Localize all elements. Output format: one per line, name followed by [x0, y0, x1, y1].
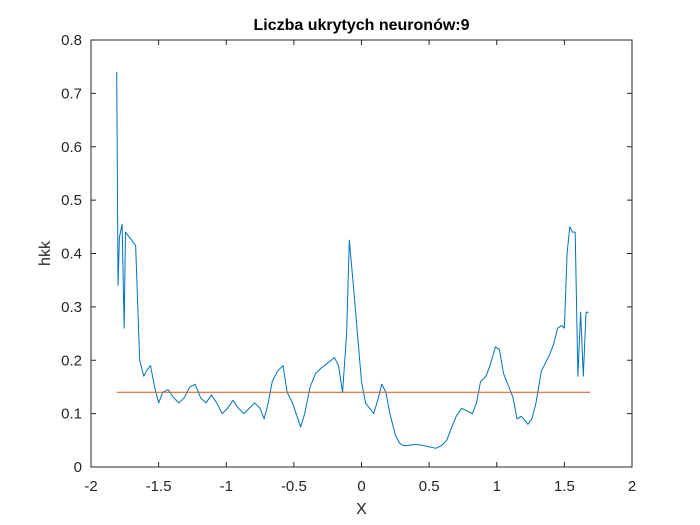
x-tick-label: -2	[84, 478, 97, 495]
y-tick-label: 0.7	[61, 85, 82, 102]
y-tick-label: 0.2	[61, 352, 82, 369]
series-line-hkk	[116, 72, 589, 449]
x-tick-label: -1	[220, 478, 233, 495]
y-axis-label: hkk	[37, 240, 54, 266]
y-tick-label: 0.3	[61, 299, 82, 316]
y-axis: 0 0.1 0.2 0.3 0.4 0.5 0.6 0.7 0.8	[61, 32, 632, 476]
x-tick-label: 1	[493, 478, 501, 495]
plot-frame	[90, 39, 633, 468]
y-tick-label: 0.8	[61, 32, 82, 49]
y-tick-label: 0	[74, 459, 82, 476]
x-axis-label: X	[356, 501, 367, 518]
y-tick-label: 0.4	[61, 246, 82, 263]
x-tick-label: -1.5	[146, 478, 172, 495]
y-tick-label: 0.6	[61, 139, 82, 156]
y-tick-label: 0.1	[61, 406, 82, 423]
x-axis: -2 -1.5 -1 -0.5 0 0.5 1 1.5 2	[84, 40, 636, 495]
y-tick-label: 0.5	[61, 192, 82, 209]
x-tick-label: 0	[357, 478, 365, 495]
x-tick-label: 2	[628, 478, 636, 495]
series-layer	[116, 72, 591, 449]
x-tick-label: -0.5	[281, 478, 307, 495]
chart-title: Liczba ukrytych neuronów:9	[253, 17, 469, 34]
x-tick-label: 0.5	[419, 478, 440, 495]
x-tick-label: 1.5	[554, 478, 575, 495]
